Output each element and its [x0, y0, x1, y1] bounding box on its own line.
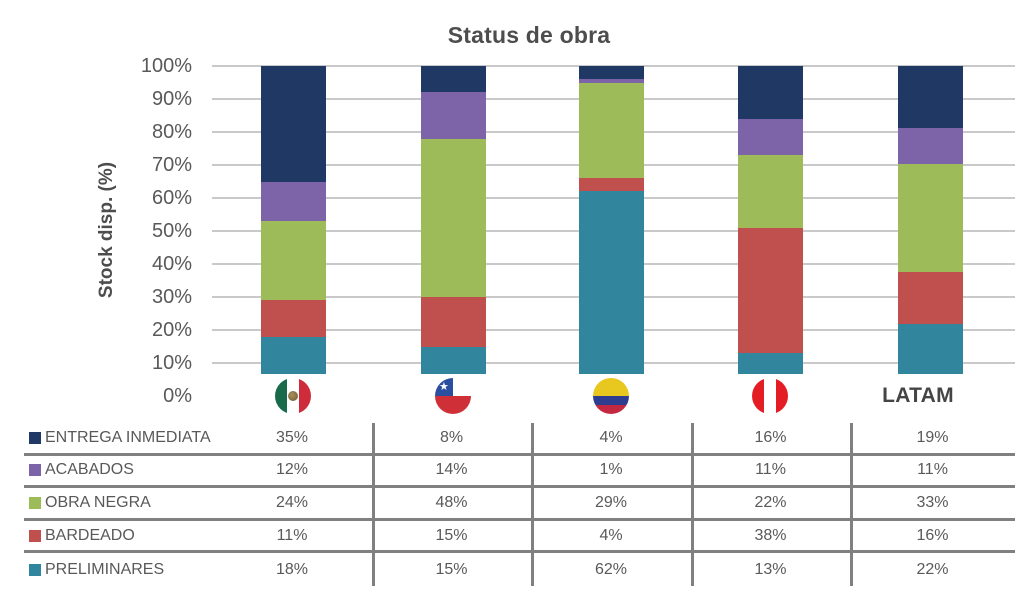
bar-segment-mexico — [260, 221, 326, 301]
legend-label: ENTREGA INMEDIATA — [45, 428, 211, 446]
table-cell: 18% — [275, 560, 309, 578]
category-axis-strip: LATAM — [212, 374, 1024, 420]
legend-swatch-icon — [29, 496, 41, 509]
colombia-flag-icon — [593, 378, 629, 414]
legend-swatch-icon — [29, 464, 41, 477]
legend-swatch-icon — [29, 529, 41, 542]
table-cell: 24% — [275, 493, 309, 511]
bar-segment-chile — [420, 138, 486, 297]
legend-cell: ENTREGA INMEDIATA — [24, 429, 212, 447]
stacked-bar-colombia — [578, 66, 644, 396]
table-cell: 4% — [599, 526, 623, 544]
table-cell: 33% — [916, 493, 949, 511]
y-tick-label: 40% — [151, 253, 192, 275]
bar-segment-chile — [420, 92, 486, 139]
table-cell: 38% — [754, 526, 787, 544]
bar-segment-latam — [897, 271, 963, 325]
y-tick-label: 70% — [151, 154, 192, 176]
table-row: OBRA NEGRA 24% 48% 29% 22% 33% — [24, 488, 1015, 521]
legend-cell: PRELIMINARES — [24, 561, 212, 579]
bar-segment-latam — [897, 164, 963, 272]
y-tick-label: 80% — [151, 121, 192, 143]
table-cell: 22% — [754, 493, 787, 511]
table-row: BARDEADO 11% 15% 4% 38% 16% — [24, 521, 1015, 554]
table-cell: 11% — [755, 461, 786, 479]
table-cell: 35% — [275, 428, 309, 446]
table-cell: 48% — [435, 493, 468, 511]
table-column-divider — [531, 423, 534, 586]
y-tick-label: 20% — [151, 319, 192, 341]
table-cell: 19% — [916, 428, 949, 446]
table-row: ENTREGA INMEDIATA 35% 8% 4% 16% 19% — [24, 423, 1015, 456]
y-tick-label: 100% — [140, 55, 192, 77]
table-cell: 14% — [435, 461, 468, 479]
legend-cell: OBRA NEGRA — [24, 494, 212, 512]
mexico-flag-icon — [275, 378, 311, 414]
table-row: ACABADOS 12% 14% 1% 11% 11% — [24, 456, 1015, 489]
table-cell: 15% — [435, 560, 468, 578]
bar-segment-colombia — [578, 82, 644, 179]
plot-area — [212, 65, 1015, 397]
bar-segment-chile — [420, 66, 486, 93]
table-cell: 13% — [754, 560, 787, 578]
legend-label: BARDEADO — [45, 526, 135, 544]
bar-segment-chile — [420, 297, 486, 347]
table-column-divider — [691, 423, 694, 586]
bar-segment-colombia — [578, 66, 644, 80]
y-tick-label: 10% — [151, 352, 192, 374]
chile-flag-icon — [435, 378, 471, 414]
table-cell: 29% — [594, 493, 628, 511]
y-tick-label: 50% — [151, 220, 192, 242]
table-cell: 16% — [916, 526, 949, 544]
table-cell: 1% — [599, 461, 623, 479]
table-cell: 62% — [594, 560, 628, 578]
bar-segment-colombia — [578, 191, 644, 396]
table-cell: 15% — [435, 526, 468, 544]
table-cell: 22% — [916, 560, 949, 578]
legend-data-table: ENTREGA INMEDIATA 35% 8% 4% 16% 19% ACABADOS 12… — [24, 423, 1015, 586]
category-label-latam: LATAM — [882, 384, 954, 407]
bar-segment-peru — [737, 66, 803, 119]
bar-segment-colombia — [578, 79, 644, 83]
bar-segment-latam — [897, 128, 963, 165]
stacked-bar-mexico — [260, 66, 326, 396]
legend-cell: ACABADOS — [24, 461, 212, 479]
y-tick-label: 60% — [151, 187, 192, 209]
stacked-bar-latam — [897, 66, 963, 396]
gridline — [212, 65, 1015, 67]
legend-cell: BARDEADO — [24, 527, 212, 545]
bar-segment-mexico — [260, 66, 326, 182]
bar-segment-mexico — [260, 181, 326, 222]
peru-flag-icon — [752, 378, 788, 414]
table-cell: 12% — [275, 461, 309, 479]
bar-segment-colombia — [578, 178, 644, 192]
stacked-bar-chile — [420, 66, 486, 396]
bar-segment-mexico — [260, 300, 326, 337]
y-tick-label: 90% — [151, 88, 192, 110]
y-tick-label: 0% — [163, 385, 192, 407]
legend-label: ACABADOS — [45, 461, 134, 479]
legend-swatch-icon — [29, 563, 41, 576]
bar-segment-peru — [737, 118, 803, 156]
table-row: PRELIMINARES 18% 15% 62% 13% 22% — [24, 553, 1015, 586]
bar-segment-peru — [737, 227, 803, 354]
y-tick-label: 30% — [151, 286, 192, 308]
bar-segment-latam — [897, 66, 963, 129]
legend-label: PRELIMINARES — [45, 560, 165, 578]
legend-label: OBRA NEGRA — [45, 493, 151, 511]
legend-swatch-icon — [29, 431, 41, 444]
bar-segment-peru — [737, 155, 803, 228]
table-cell: 16% — [754, 428, 787, 446]
table-column-divider — [372, 423, 375, 586]
table-cell: 4% — [599, 428, 623, 446]
stacked-bar-peru — [737, 66, 803, 396]
table-cell: 11% — [917, 461, 948, 479]
table-cell: 8% — [439, 428, 464, 446]
chart-title: Status de obra — [447, 22, 611, 48]
table-cell: 11% — [276, 526, 308, 544]
table-column-divider — [850, 423, 853, 586]
